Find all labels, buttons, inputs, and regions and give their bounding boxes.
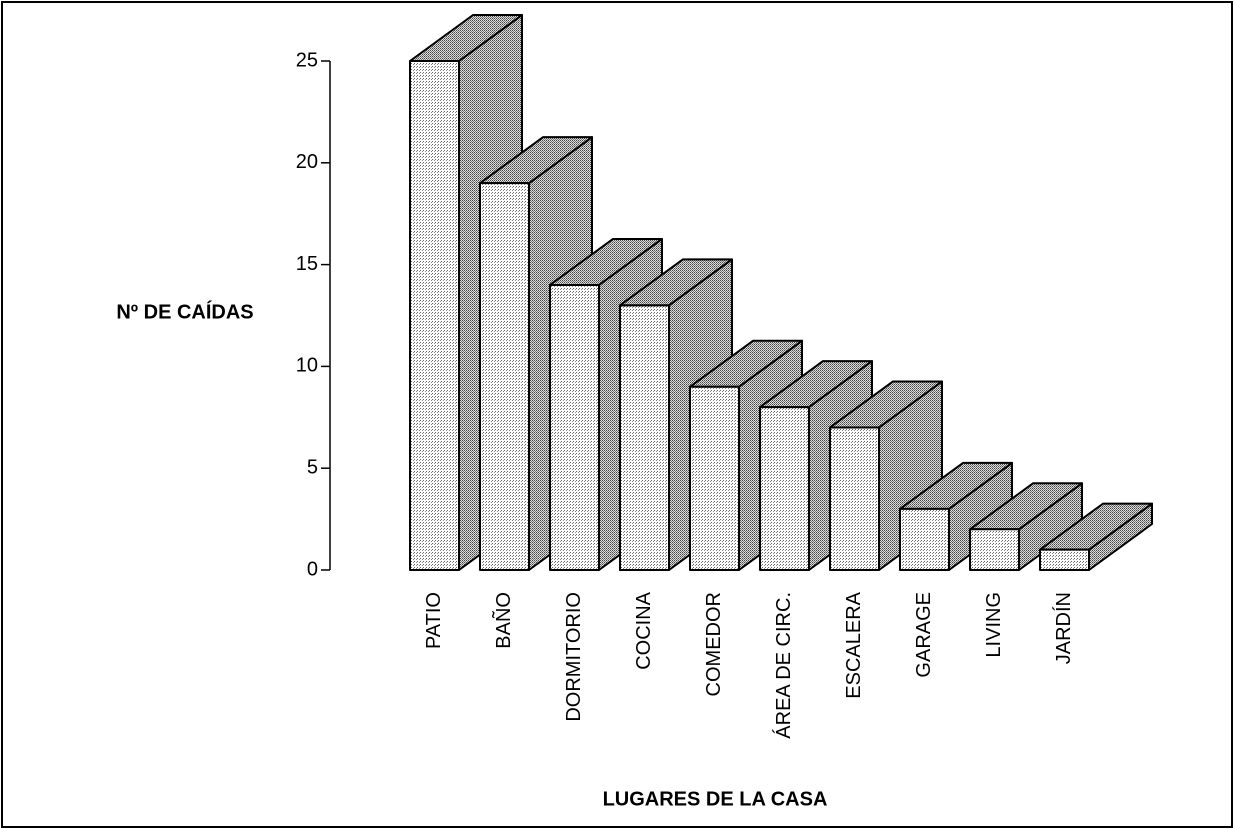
bar-front <box>689 385 740 572</box>
y-axis-label: Nº DE CAÍDAS <box>116 300 253 323</box>
x-tick-label: LIVING <box>983 592 1005 658</box>
y-tick-label: 20 <box>296 151 318 173</box>
x-tick-label: DORMITORIO <box>563 592 585 722</box>
bar-front <box>1039 548 1090 572</box>
x-axis-label: LUGARES DE LA CASA <box>603 788 828 810</box>
bar-front <box>969 528 1020 572</box>
y-tick-label: 15 <box>296 253 318 275</box>
bar-front <box>409 60 460 571</box>
y-tick-label: 10 <box>296 355 318 377</box>
bar-front <box>829 426 880 572</box>
bar-front <box>759 406 810 571</box>
bar-front <box>479 182 530 571</box>
bar-front <box>549 283 600 571</box>
y-tick-label: 0 <box>307 558 318 580</box>
bar <box>969 482 1083 572</box>
y-tick-label: 25 <box>296 49 318 71</box>
x-tick-label: GARAGE <box>913 592 935 678</box>
x-tick-label: ESCALERA <box>843 591 865 698</box>
bar-front <box>899 507 950 572</box>
x-tick-label: BAÑO <box>491 592 515 649</box>
x-tick-label: ÁREA DE CIRC. <box>772 592 795 739</box>
x-tick-label: JARDÍN <box>1052 592 1075 664</box>
bar-front <box>619 304 670 571</box>
x-tick-label: COCINA <box>633 591 655 669</box>
x-tick-label: COMEDOR <box>703 592 725 696</box>
y-tick-label: 5 <box>307 456 318 478</box>
bar <box>1039 502 1153 572</box>
x-tick-label: PATIO <box>423 592 445 649</box>
